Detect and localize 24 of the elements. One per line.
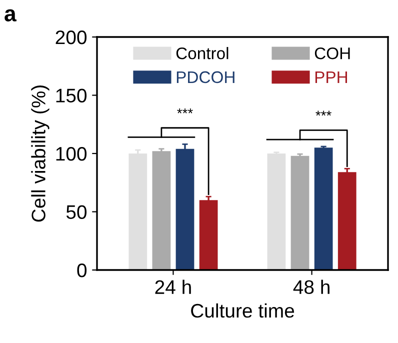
annotation: *** [177,108,193,114]
y-axis-title: Cell viability (%) [31,86,50,222]
chart-title: a [4,9,16,22]
bar [176,148,194,270]
legend-label: COH [314,47,350,60]
bar [152,151,171,270]
legend-label: Control [176,47,228,60]
bar [338,172,356,270]
y-tick-label: 100 [56,146,87,161]
bar [314,148,333,270]
bar [290,156,310,270]
annotation: *** [316,110,332,116]
y-tick-label: 150 [56,88,87,102]
bar [128,154,148,270]
bar [267,154,286,270]
y-tick-label: 0 [77,263,87,278]
y-tick-label: 200 [56,30,87,44]
y-tick-label: 50 [66,205,87,219]
legend-label: PDCOH [176,71,234,84]
x-tick-label: 24 h [155,280,191,294]
bar [199,200,218,270]
legend-label: PPH [315,71,347,83]
x-axis-title: Culture time [191,303,294,318]
x-tick-label: 48 h [293,280,330,294]
